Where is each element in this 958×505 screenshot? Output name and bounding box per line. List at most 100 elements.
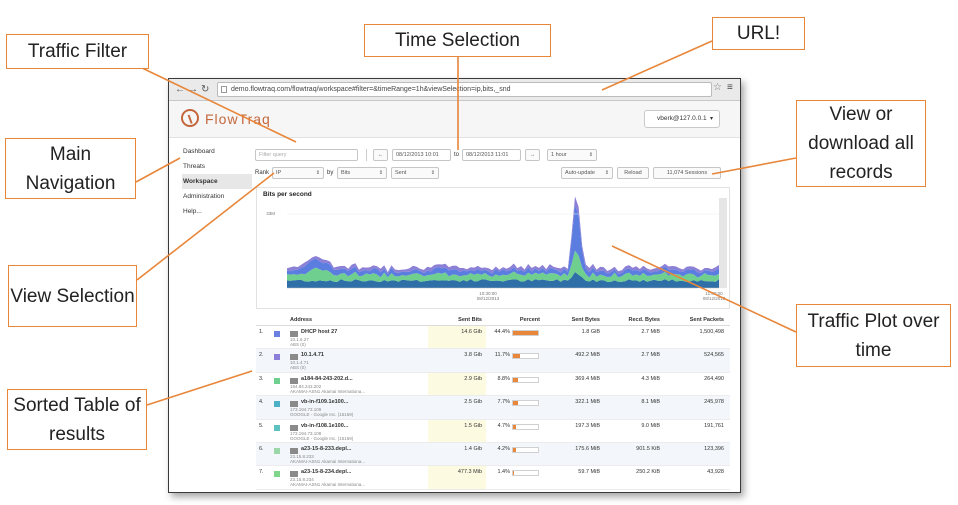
- app-logo-text: FlowTraq: [205, 111, 271, 127]
- row-sent-bytes: 1.8 GiB: [581, 329, 600, 335]
- percent-bar: [512, 446, 539, 453]
- row-address[interactable]: 10.1.4.71: [301, 352, 324, 359]
- row-sent-bits: 477.3 Mib: [457, 469, 482, 476]
- row-org: ABS (0): [290, 365, 306, 371]
- url-bar[interactable]: demo.flowtraq.com/flowtraq/workspace#fil…: [217, 82, 712, 97]
- x-tick-date: 08/12/2013: [702, 296, 726, 301]
- percent-bar: [512, 470, 539, 477]
- filter-query-input[interactable]: Filter query: [255, 149, 358, 161]
- series-color-swatch: [274, 471, 280, 478]
- table-row[interactable]: 2. 10.1.4.71 10.1.4.71 ABS (0) 3.8 Gib 11.7% 4…: [256, 349, 730, 373]
- row-sent-bits: 2.5 Gib: [464, 399, 482, 406]
- row-address[interactable]: DHCP host 27: [301, 329, 338, 335]
- col-sent-packets[interactable]: Sent Packets: [689, 317, 724, 323]
- series-color-swatch: [274, 354, 280, 361]
- row-recd-bytes: 9.0 MiB: [641, 422, 660, 429]
- nav-item-help[interactable]: Help...: [183, 208, 202, 215]
- series-color-swatch: [274, 331, 280, 337]
- auto-update-select[interactable]: Auto-update ⇕: [561, 167, 613, 179]
- nav-item-dashboard[interactable]: Dashboard: [183, 148, 215, 155]
- star-icon[interactable]: ☆: [713, 82, 722, 93]
- auto-update-value: Auto-update: [565, 170, 595, 176]
- col-sent-bytes[interactable]: Sent Bytes: [571, 317, 600, 323]
- row-address[interactable]: a23-15-8-234.depl...: [301, 469, 352, 476]
- row-address[interactable]: a23-15-8-233.depl...: [301, 445, 352, 452]
- row-percent: 44.4%: [494, 329, 510, 335]
- callout-url: URL!: [712, 17, 805, 50]
- rank-by-select[interactable]: IP ⇕: [272, 167, 324, 179]
- toolbar-divider: [366, 149, 367, 161]
- direction-value: Sent: [395, 170, 407, 176]
- flowtraq-logo-icon: [181, 109, 199, 127]
- row-ip: 173.194.73.108: [290, 430, 322, 436]
- host-flag-icon: [290, 354, 298, 361]
- back-arrow-icon[interactable]: ←: [175, 84, 185, 95]
- direction-select[interactable]: Sent ⇕: [391, 167, 439, 179]
- row-sent-bits: 2.9 Gib: [464, 375, 482, 382]
- row-sent-packets: 1,500,498: [699, 329, 724, 335]
- time-to-input[interactable]: 08/12/2013 11:01: [462, 149, 521, 161]
- col-percent[interactable]: Percent: [519, 317, 540, 323]
- table-row[interactable]: 5. vb-in-f108.1e100... 173.194.73.108 GOOGL…: [256, 420, 730, 443]
- user-menu-button[interactable]: vberk@127.0.0.1 ▾: [644, 110, 720, 128]
- table-row[interactable]: 6. a23-15-8-233.depl... 23.15.8.233 AKAMAI-…: [256, 442, 730, 467]
- col-recd-bytes[interactable]: Recd. Bytes: [628, 317, 661, 323]
- row-org: AKAMAI-ASN1 Akamai Internationa...: [290, 482, 366, 488]
- time-to-label: to: [454, 152, 460, 158]
- row-rank: 7.: [259, 469, 264, 476]
- row-sent-bytes: 197.3 MiB: [575, 422, 600, 429]
- traffic-plot-svg: [287, 196, 727, 289]
- col-address[interactable]: Address: [290, 317, 313, 323]
- row-ip: 23.15.8.234: [290, 477, 314, 483]
- x-tick-label: 10:30:00 08/12/2013: [468, 291, 508, 301]
- row-rank: 4.: [259, 399, 264, 406]
- time-prev-button[interactable]: ←: [373, 149, 388, 161]
- row-org: GOOGLE - Google Inc. (15169): [290, 412, 354, 418]
- row-recd-bytes: 2.7 MiB: [641, 352, 660, 359]
- plot-series-area: [287, 205, 719, 278]
- time-from-input[interactable]: 08/12/2013 10:01: [392, 149, 451, 161]
- leader-url: [601, 40, 713, 91]
- table-row[interactable]: 1. DHCP host 27 10.1.6.27 ABS (0) 14.6 Gib 44…: [256, 326, 730, 350]
- percent-bar: [512, 400, 539, 407]
- percent-bar: [512, 353, 539, 360]
- row-address[interactable]: vb-in-f108.1e100...: [301, 422, 349, 429]
- row-percent: 1.4%: [497, 469, 510, 476]
- row-sent-bytes: 59.7 MiB: [578, 469, 600, 476]
- row-rank: 5.: [259, 422, 264, 429]
- leader-sorted-table: [146, 370, 253, 406]
- row-sent-packets: 264,490: [704, 375, 724, 382]
- table-row[interactable]: 3. a184-84-243-202.d... 184.84.243.202 AKAM…: [256, 373, 730, 397]
- row-address[interactable]: vb-in-f109.1e100...: [301, 399, 349, 406]
- table-row[interactable]: 4. vb-in-f109.1e100... 173.194.73.109 GOOGL…: [256, 396, 730, 420]
- metric-select[interactable]: Bits ⇕: [337, 167, 387, 179]
- table-row[interactable]: 7. a23-15-8-234.depl... 23.15.8.234 AKAMAI-…: [256, 466, 730, 490]
- forward-arrow-icon[interactable]: →: [188, 84, 198, 95]
- rank-label: Rank: [255, 170, 270, 176]
- row-percent: 4.2%: [497, 445, 510, 452]
- nav-item-administration[interactable]: Administration: [183, 193, 225, 200]
- reload-button[interactable]: Reload: [617, 167, 649, 179]
- callout-view-selection: View Selection: [8, 265, 137, 327]
- menu-icon[interactable]: ≡: [727, 82, 733, 93]
- chevron-down-icon: ⇕: [378, 170, 383, 176]
- main-navigation: Dashboard Threats Workspace Administrati…: [182, 144, 252, 219]
- time-range-select[interactable]: 1 hour ⇕: [547, 149, 597, 161]
- col-sent-bits[interactable]: Sent Bits: [458, 317, 482, 323]
- time-next-button[interactable]: →: [525, 149, 540, 161]
- host-flag-icon: [290, 331, 298, 337]
- rank-by-value: IP: [276, 170, 282, 176]
- row-sent-bytes: 369.4 MiB: [575, 375, 600, 382]
- series-color-swatch: [274, 401, 280, 408]
- percent-bar-fill: [513, 401, 518, 406]
- host-flag-icon: [290, 377, 298, 384]
- row-percent: 8.8%: [497, 375, 510, 382]
- nav-item-workspace[interactable]: Workspace: [182, 174, 252, 189]
- nav-item-threats[interactable]: Threats: [183, 163, 206, 170]
- sessions-button[interactable]: 11,074 Sessions: [653, 167, 721, 179]
- chevron-down-icon: ⇕: [588, 152, 593, 158]
- row-address[interactable]: a184-84-243-202.d...: [301, 375, 353, 382]
- metric-value: Bits: [341, 170, 351, 176]
- reload-icon[interactable]: ↻: [201, 84, 210, 95]
- percent-bar-fill: [513, 377, 519, 382]
